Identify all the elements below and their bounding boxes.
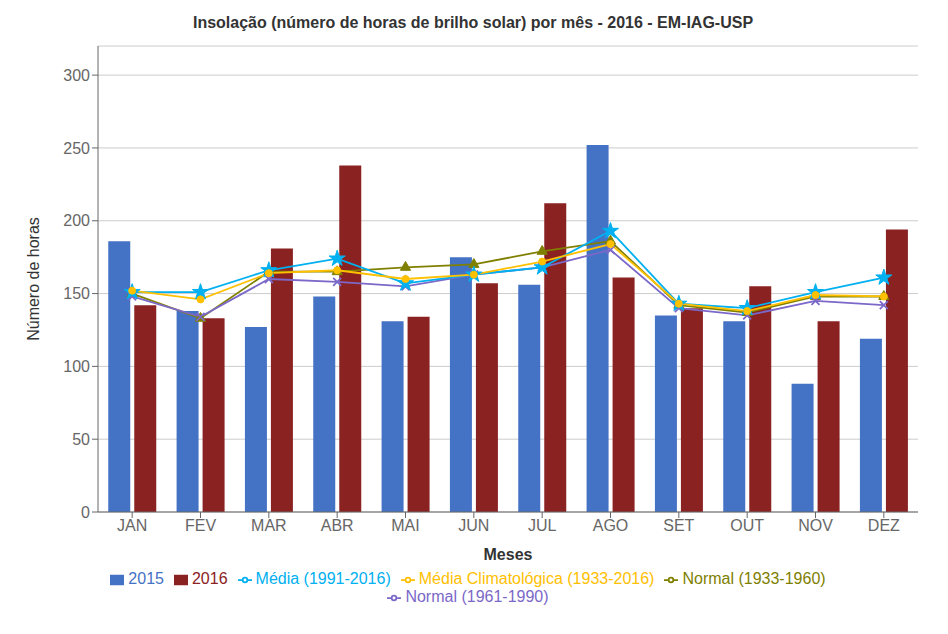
svg-text:AGO: AGO [593, 517, 629, 534]
html-text:Insolação (número de horas de: Insolação (número de horas de brilho sol… [192, 14, 754, 31]
svg-text:150: 150 [63, 285, 90, 302]
svg-text:250: 250 [63, 140, 90, 157]
svg-text:DEZ: DEZ [868, 517, 900, 534]
svg-text:Número de horas: Número de horas [25, 217, 42, 341]
svg-text:JUN: JUN [458, 517, 489, 534]
svg-text:ABR: ABR [321, 517, 354, 534]
html-text:2016: 2016 [192, 570, 228, 587]
html-text:Normal (1933-1960): Normal (1933-1960) [682, 570, 826, 587]
html-text:Normal (1961-1990): Normal (1961-1990) [405, 588, 549, 605]
svg-text:JAN: JAN [117, 517, 147, 534]
svg-text:MAI: MAI [391, 517, 419, 534]
svg-text:300: 300 [63, 67, 90, 84]
svg-text:200: 200 [63, 212, 90, 229]
svg-text:NOV: NOV [798, 517, 833, 534]
html-text:Média (1991-2016): Média (1991-2016) [255, 570, 391, 587]
svg-text:JUL: JUL [528, 517, 557, 534]
html-text:2015: 2015 [128, 570, 164, 587]
svg-text:SET: SET [663, 517, 694, 534]
svg-text:100: 100 [63, 358, 90, 375]
svg-text:FEV: FEV [185, 517, 216, 534]
svg-text:0: 0 [81, 504, 90, 521]
html-text:Média Climatológica (1933-2016: Média Climatológica (1933-2016) [418, 570, 655, 587]
svg-text:Meses: Meses [484, 546, 533, 563]
svg-text:50: 50 [72, 431, 90, 448]
svg-text:OUT: OUT [730, 517, 764, 534]
svg-text:MAR: MAR [251, 517, 287, 534]
